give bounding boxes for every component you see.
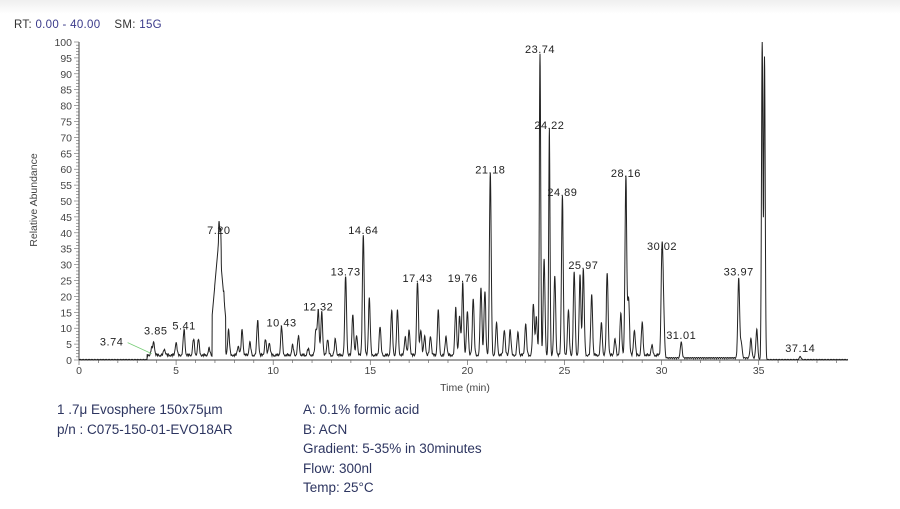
mobile-phase-a: A: 0.1% formic acid <box>303 402 420 417</box>
peak-label: 33.97 <box>724 267 754 279</box>
x-tick-label: 30 <box>656 365 668 377</box>
x-tick-label: 15 <box>364 365 376 377</box>
peak-label: 19.76 <box>448 273 478 285</box>
gradient: Gradient: 5-35% in 30minutes <box>303 441 482 456</box>
sm-label: SM: <box>114 19 136 31</box>
y-tick-label: 100 <box>54 37 72 49</box>
peak-label: 5.41 <box>172 321 195 333</box>
rt-label: RT: <box>14 19 32 31</box>
y-tick-label: 90 <box>60 69 72 81</box>
chromatogram-chart: 0510152025303540455055606570758085909510… <box>28 37 849 394</box>
peak-label: 12.32 <box>303 301 333 313</box>
x-tick-label: 35 <box>753 365 765 377</box>
peak-label: 30.02 <box>647 241 677 253</box>
chromatogram-trace <box>78 41 848 361</box>
y-tick-label: 20 <box>60 291 72 303</box>
peak-label: 14.64 <box>348 225 378 237</box>
sm-value: 15G <box>139 19 162 31</box>
mobile-phase-b: B: ACN <box>303 421 348 437</box>
peak-label: 7.20 <box>207 225 230 237</box>
method-info: A: 0.1% formic acid B: ACN Gradient: 5-3… <box>303 400 482 498</box>
y-tick-label: 80 <box>60 101 72 113</box>
x-tick-label: 10 <box>267 365 279 377</box>
peak-label: 24.22 <box>534 120 564 132</box>
peak-label: 37.14 <box>785 343 815 355</box>
y-tick-label: 35 <box>60 244 72 256</box>
column-name: 1 .7μ Evosphere 150x75µm <box>57 402 223 417</box>
peak-leader-line <box>127 342 152 355</box>
x-tick-label: 20 <box>462 365 474 377</box>
top-bar <box>0 0 900 14</box>
y-axis-label: Relative Abundance <box>28 153 40 247</box>
flow: Flow: 300nl <box>303 460 373 476</box>
chart-header: RT: 0.00 - 40.00 SM: 15G <box>14 19 162 31</box>
temperature: Temp: 25°C <box>303 480 374 495</box>
y-tick-label: 60 <box>60 164 72 176</box>
peak-label: 31.01 <box>666 330 696 342</box>
y-tick-label: 50 <box>60 196 72 208</box>
peak-label: 13.73 <box>331 267 361 279</box>
y-tick-label: 55 <box>60 180 72 192</box>
peak-label: 23.74 <box>525 44 555 56</box>
y-tick-label: 45 <box>60 212 72 224</box>
peak-label: 25.97 <box>568 260 598 272</box>
column-info: 1 .7μ Evosphere 150x75µm p/n : C075-150-… <box>57 400 233 439</box>
part-number: p/n : C075-150-01-EVO18AR <box>57 421 233 437</box>
peak-label: 24.89 <box>547 187 577 199</box>
peak-label: 3.74 <box>100 337 123 349</box>
y-tick-label: 40 <box>60 228 72 240</box>
y-tick-label: 10 <box>60 323 72 335</box>
y-tick-label: 15 <box>60 307 72 319</box>
y-tick-label: 85 <box>60 85 72 97</box>
x-tick-label: 5 <box>173 365 179 377</box>
x-axis-label: Time (min) <box>440 382 490 394</box>
y-tick-label: 75 <box>60 117 72 129</box>
peak-label: 17.43 <box>402 273 432 285</box>
peak-label: 28.16 <box>611 168 641 180</box>
peak-label: 10.43 <box>267 317 297 329</box>
rt-value: 0.00 - 40.00 <box>35 19 101 31</box>
y-tick-label: 30 <box>60 260 72 272</box>
peak-label: 21.18 <box>475 165 505 177</box>
x-tick-label: 0 <box>76 365 82 377</box>
peak-label: 3.85 <box>144 325 167 337</box>
y-tick-label: 5 <box>66 339 72 351</box>
y-tick-label: 25 <box>60 276 72 288</box>
y-tick-label: 65 <box>60 148 72 160</box>
y-tick-label: 95 <box>60 53 72 65</box>
x-tick-label: 25 <box>559 365 571 377</box>
y-tick-label: 0 <box>66 355 72 367</box>
y-tick-label: 70 <box>60 132 72 144</box>
